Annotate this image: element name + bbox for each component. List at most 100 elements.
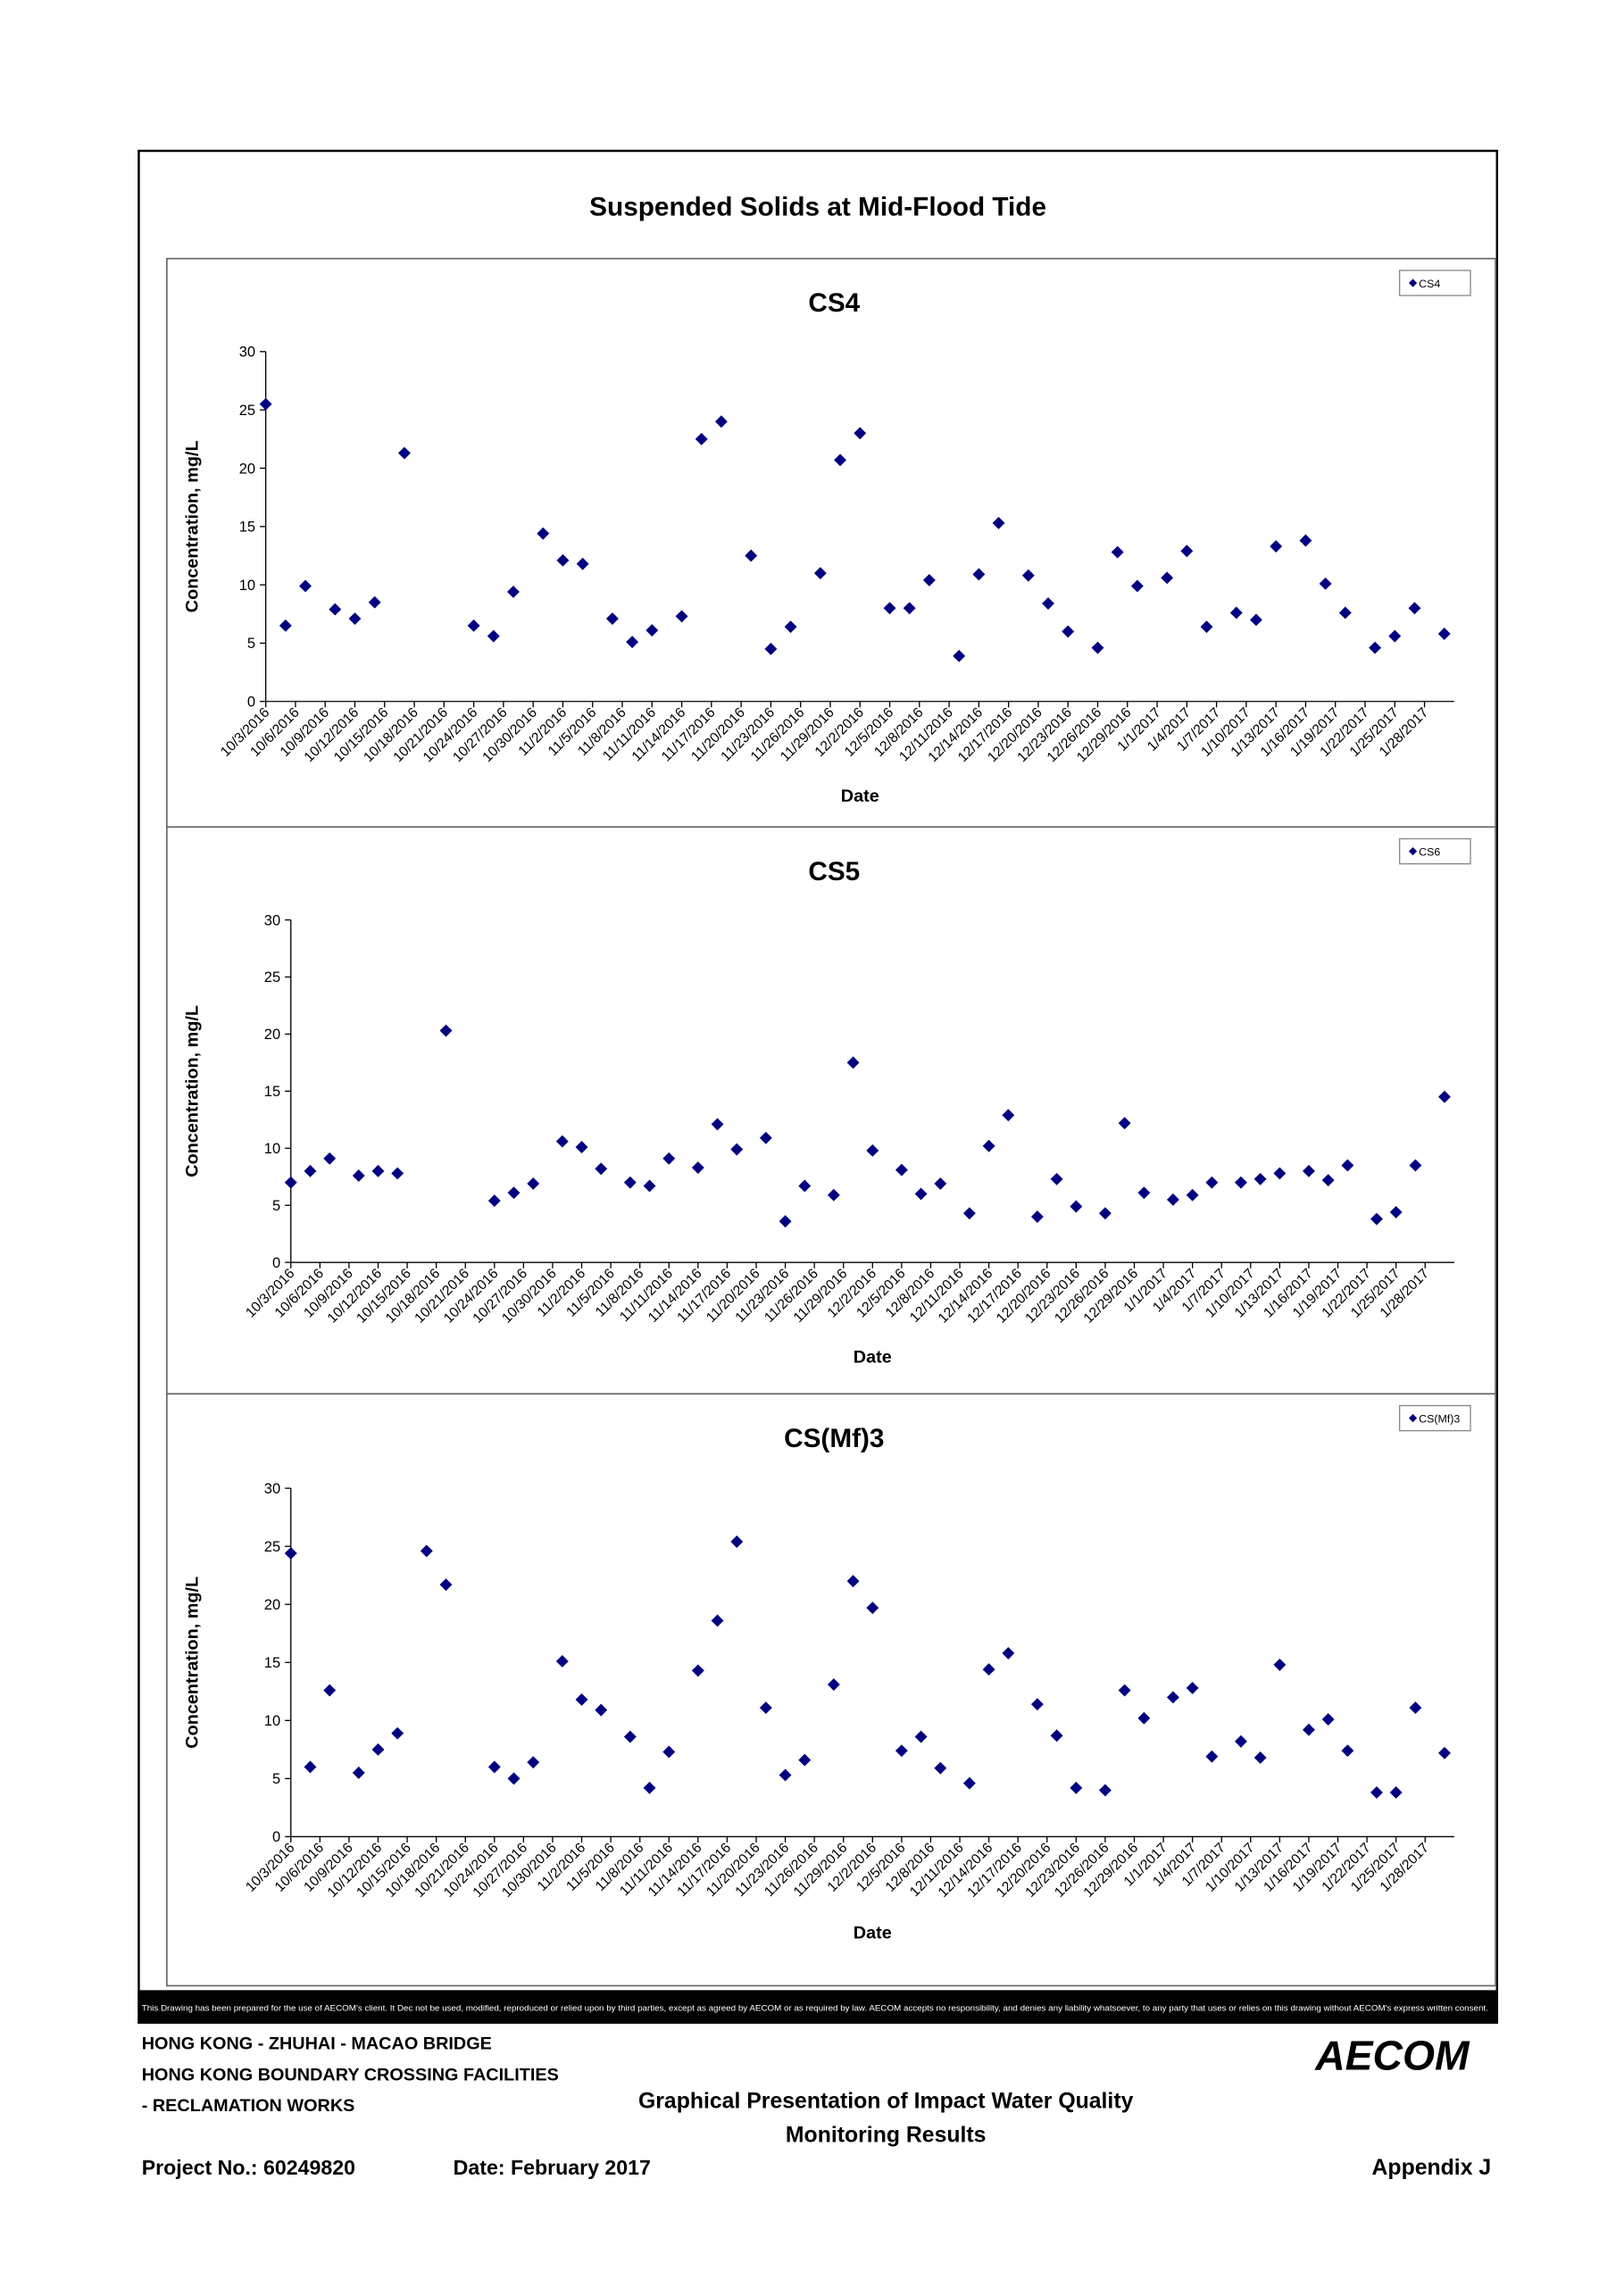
legend-label: CS(Mf)3 (1419, 1413, 1460, 1426)
project-line: HONG KONG - ZHUHAI - MACAO BRIDGE (142, 2034, 492, 2054)
x-axis-label: Date (854, 1348, 892, 1368)
x-axis-label: Date (854, 1924, 892, 1943)
data-point (1408, 602, 1421, 615)
data-point (1161, 571, 1174, 585)
data-point (398, 446, 411, 460)
data-point (784, 620, 797, 634)
data-point (1098, 1784, 1112, 1797)
data-point (391, 1167, 404, 1180)
data-point (304, 1760, 317, 1774)
data-point (623, 1176, 637, 1189)
data-point (895, 1744, 908, 1758)
data-point (662, 1745, 676, 1759)
y-tick-label: 25 (264, 1538, 280, 1555)
data-point (798, 1753, 812, 1767)
data-point (914, 1187, 928, 1201)
data-point (1050, 1172, 1063, 1185)
chart-title: CS5 (808, 857, 860, 886)
date: Date: February 2017 (454, 2156, 651, 2179)
data-point (1253, 1172, 1267, 1185)
data-point (284, 1547, 297, 1560)
frame (137, 149, 1499, 2025)
data-point (866, 1144, 879, 1157)
data-point (759, 1701, 772, 1714)
project-no: Project No.: 60249820 (142, 2156, 355, 2179)
data-point (1229, 606, 1243, 620)
y-tick-label: 15 (264, 1654, 280, 1671)
data-point (866, 1601, 879, 1615)
data-point (953, 649, 966, 662)
y-tick-label: 15 (264, 1083, 280, 1100)
data-point (1118, 1117, 1131, 1130)
data-point (992, 516, 1005, 529)
data-point (259, 397, 272, 411)
data-point (1030, 1698, 1044, 1711)
data-point (284, 1176, 297, 1189)
data-point (1389, 1205, 1403, 1219)
data-point (1270, 540, 1283, 553)
data-point (1437, 628, 1451, 640)
chart-title: CS(Mf)3 (784, 1424, 884, 1453)
data-point (329, 603, 342, 616)
data-point (854, 427, 867, 440)
data-point (1321, 1174, 1335, 1187)
y-tick-label: 5 (247, 635, 255, 652)
data-point (675, 610, 688, 623)
data-point (695, 432, 708, 445)
data-point (1186, 1681, 1199, 1694)
y-tick-label: 20 (264, 1026, 280, 1043)
data-point (982, 1139, 995, 1152)
data-point (962, 1207, 976, 1220)
data-point (279, 619, 292, 632)
data-point (1388, 629, 1402, 643)
data-point (1002, 1646, 1015, 1660)
data-point (555, 1135, 569, 1148)
data-point (352, 1169, 365, 1182)
data-point (1303, 1723, 1315, 1736)
data-point (846, 1056, 860, 1069)
data-point (507, 586, 520, 598)
data-point (1030, 1210, 1044, 1223)
data-point (1130, 579, 1144, 593)
data-point (645, 624, 659, 637)
data-point (934, 1761, 947, 1775)
data-point (1299, 534, 1312, 547)
y-tick-label: 5 (272, 1197, 280, 1214)
data-point (1205, 1176, 1219, 1189)
y-axis-label: Concentration, mg/L (183, 440, 203, 612)
data-point (507, 1186, 521, 1200)
y-tick-label: 20 (239, 460, 255, 477)
legend-label: CS4 (1419, 278, 1440, 290)
data-point (691, 1664, 704, 1677)
data-point (834, 453, 847, 467)
y-tick-label: 10 (264, 1712, 280, 1729)
data-point (779, 1215, 792, 1228)
data-point (764, 643, 778, 655)
disclaimer-bar (138, 1990, 1497, 2023)
data-point (643, 1781, 656, 1794)
data-point (1234, 1734, 1247, 1748)
data-point (371, 1743, 385, 1756)
data-point (1166, 1193, 1179, 1206)
data-point (691, 1161, 704, 1174)
data-point (1111, 545, 1124, 559)
data-point (895, 1163, 908, 1177)
data-point (1319, 577, 1332, 590)
data-point (1438, 1090, 1451, 1103)
y-axis-label: Concentration, mg/L (183, 1576, 203, 1749)
data-point (1180, 545, 1194, 558)
data-point (1205, 1750, 1219, 1763)
data-point (439, 1024, 453, 1037)
y-axis-label: Concentration, mg/L (183, 1005, 203, 1177)
data-point (1341, 1159, 1354, 1172)
data-point (711, 1118, 724, 1131)
y-tick-label: 10 (239, 577, 255, 594)
data-point (371, 1164, 385, 1177)
project-line: HONG KONG BOUNDARY CROSSING FACILITIES (142, 2065, 559, 2084)
data-point (745, 549, 758, 562)
data-point (605, 612, 619, 625)
data-point (391, 1726, 404, 1740)
data-point (1409, 1701, 1422, 1714)
